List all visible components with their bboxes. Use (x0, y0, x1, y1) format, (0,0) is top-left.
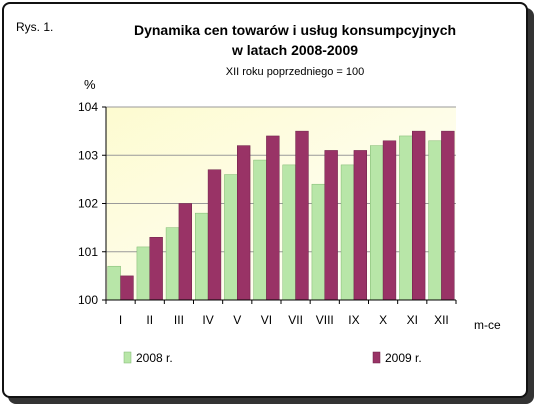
y-tick-label: 100 (78, 293, 98, 307)
x-tick-label: VIII (316, 313, 334, 327)
bar-2009-VIII (324, 150, 338, 301)
bar-2008-VIII (311, 183, 326, 301)
bar-2008-IV (195, 212, 209, 301)
bar-2009-IX (353, 150, 368, 301)
legend-label-2009: 2009 r. (385, 351, 422, 365)
x-tick-label: I (119, 313, 122, 327)
x-tick-label: IV (202, 313, 213, 327)
x-tick-label: XII (434, 313, 449, 327)
bar-2008-III (165, 227, 180, 301)
legend-swatch-2009 (372, 351, 381, 364)
x-tick-label: III (174, 313, 184, 327)
bar-2008-IX (340, 164, 355, 301)
legend-swatch-2008 (123, 351, 132, 364)
y-tick-label: 102 (78, 197, 98, 211)
y-tick-label: 104 (78, 100, 98, 114)
legend-label-2008: 2008 r. (136, 351, 173, 365)
y-tick-label: 103 (78, 148, 98, 162)
x-tick-label: II (146, 313, 153, 327)
bar-2008-V (224, 174, 238, 301)
chart-title-line2: w latach 2008-2009 (231, 42, 358, 58)
y-axis-label: % (84, 77, 96, 92)
y-tick-label: 101 (78, 245, 98, 259)
bar-2008-VII (282, 164, 296, 301)
bar-2009-II (149, 237, 163, 301)
bar-2009-XII (441, 130, 455, 301)
x-tick-label: V (233, 313, 241, 327)
chart-subtitle: XII roku poprzedniego = 100 (226, 66, 365, 78)
x-axis-label: m-ce (474, 318, 501, 332)
x-tick-label: IX (348, 313, 359, 327)
y-tick-labels: 100 101 102 103 104 (78, 100, 98, 307)
bar-2009-X (382, 140, 397, 301)
bar-2008-I (107, 265, 121, 301)
x-tick-label: VI (261, 313, 272, 327)
bar-2008-XI (399, 135, 413, 301)
bar-2009-XI (412, 130, 426, 301)
x-tick-label: X (379, 313, 387, 327)
bar-2008-X (370, 145, 384, 301)
grid-lines (106, 106, 456, 253)
axes (102, 106, 457, 304)
bars (107, 130, 455, 301)
bar-2009-VII (295, 130, 309, 301)
x-tick-label: VII (288, 313, 303, 327)
bar-2008-II (136, 246, 150, 301)
bar-2009-V (237, 145, 251, 301)
bar-2009-IV (207, 169, 222, 301)
bar-2009-III (178, 203, 192, 301)
bar-2008-XII (428, 140, 442, 301)
bar-2009-VI (266, 135, 280, 301)
legend: 2008 r. 2009 r. (123, 351, 422, 365)
chart-title: Dynamika cen towarów i usług konsumpcyjn… (134, 22, 456, 38)
bar-2008-VI (253, 159, 267, 301)
x-tick-label: XI (407, 313, 418, 327)
x-tick-labels: I II III IV V VI VII VIII IX X XI XII (119, 313, 449, 327)
figure-label: Rys. 1. (16, 20, 53, 34)
bar-2009-I (120, 275, 134, 301)
